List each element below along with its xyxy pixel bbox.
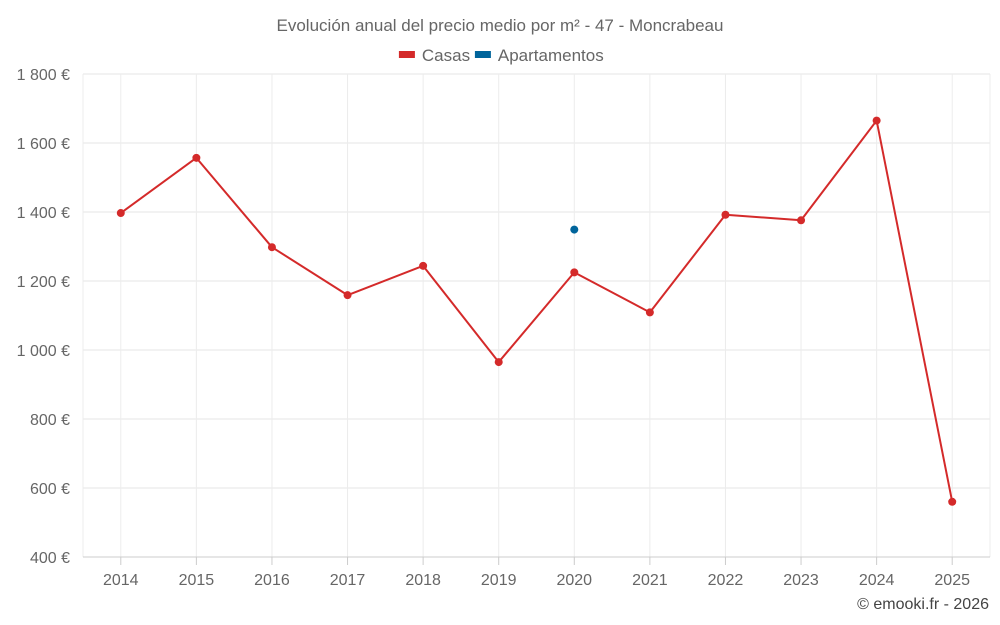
y-tick-label: 400 € <box>30 550 70 567</box>
data-point <box>721 210 730 219</box>
y-tick-label: 1 600 € <box>17 136 70 153</box>
data-point <box>494 358 503 367</box>
axes: 400 € 600 € 800 € 1 000 € 1 200 € 1 400 € 1 60… <box>17 67 990 589</box>
x-tick-label: 2019 <box>481 572 517 589</box>
data-point <box>570 225 579 234</box>
grid <box>82 73 991 557</box>
data-point <box>343 291 352 300</box>
x-tick-label: 2021 <box>632 572 668 589</box>
data-point <box>419 261 428 270</box>
y-tick-label: 1 400 € <box>17 205 70 222</box>
y-tick-label: 1 000 € <box>17 343 70 360</box>
legend: Casas Apartamentos <box>398 46 604 65</box>
x-tick-label: 2015 <box>179 572 215 589</box>
x-tick-label: 2016 <box>254 572 290 589</box>
x-tick-label: 2024 <box>859 572 895 589</box>
data-point <box>948 497 957 506</box>
x-tick-label: 2018 <box>405 572 441 589</box>
credit-text: © emooki.fr - 2026 <box>857 596 989 613</box>
y-tick-label: 1 200 € <box>17 274 70 291</box>
x-tick-label: 2020 <box>556 572 592 589</box>
legend-label: Apartamentos <box>498 46 604 65</box>
series-layer <box>116 116 957 506</box>
y-tick-label: 1 800 € <box>17 67 70 84</box>
y-tick-label: 600 € <box>30 481 70 498</box>
legend-label: Casas <box>422 46 470 65</box>
data-point <box>116 209 125 218</box>
x-tick-label: 2023 <box>783 572 819 589</box>
chart-title: Evolución anual del precio medio por m² … <box>277 16 724 35</box>
x-tick-label: 2022 <box>708 572 744 589</box>
x-tick-label: 2014 <box>103 572 139 589</box>
data-point <box>570 268 579 277</box>
series-casas <box>116 116 957 506</box>
x-tick-label: 2017 <box>330 572 366 589</box>
series-line <box>120 119 954 502</box>
x-tick-label: 2025 <box>934 572 970 589</box>
data-point <box>872 116 881 125</box>
series-apartamentos <box>570 225 579 234</box>
y-tick-label: 800 € <box>30 412 70 429</box>
legend-item-apartamentos: Apartamentos <box>474 46 604 65</box>
data-point <box>192 153 201 162</box>
data-point <box>645 308 654 317</box>
legend-item-casas: Casas <box>398 46 470 65</box>
data-point <box>797 216 806 225</box>
legend-swatch <box>474 51 491 58</box>
legend-swatch <box>398 51 415 58</box>
data-point <box>267 243 276 252</box>
